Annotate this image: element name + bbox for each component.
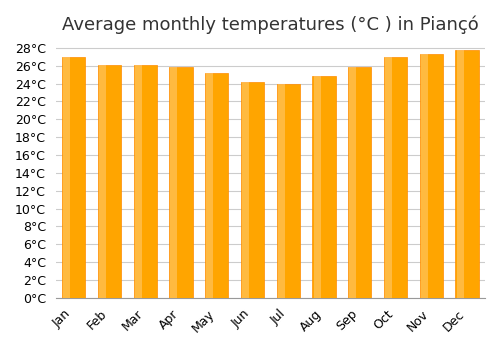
Bar bbox=[278, 84, 285, 298]
Bar bbox=[98, 65, 121, 298]
Bar bbox=[312, 76, 336, 298]
Bar bbox=[385, 57, 392, 298]
Bar bbox=[99, 65, 106, 298]
Title: Average monthly temperatures (°C ) in Piançó: Average monthly temperatures (°C ) in Pi… bbox=[62, 15, 478, 34]
Bar bbox=[348, 66, 372, 298]
Bar bbox=[456, 50, 478, 298]
Bar bbox=[134, 65, 157, 298]
Bar bbox=[456, 50, 464, 298]
Bar bbox=[63, 57, 70, 298]
Bar bbox=[384, 57, 407, 298]
Bar bbox=[206, 73, 213, 298]
Bar bbox=[350, 66, 356, 298]
Bar bbox=[242, 82, 249, 298]
Bar bbox=[241, 82, 264, 298]
Bar bbox=[170, 66, 177, 298]
Bar bbox=[421, 54, 428, 298]
Bar bbox=[170, 66, 192, 298]
Bar bbox=[205, 73, 229, 298]
Bar bbox=[314, 76, 320, 298]
Bar bbox=[62, 57, 85, 298]
Bar bbox=[276, 84, 300, 298]
Bar bbox=[420, 54, 443, 298]
Bar bbox=[134, 65, 141, 298]
